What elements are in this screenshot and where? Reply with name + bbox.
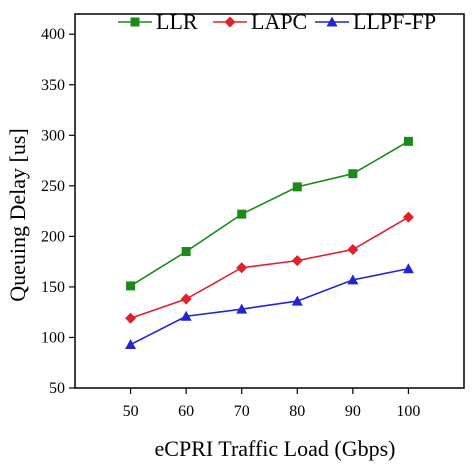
data-point-llpf-fp	[125, 339, 137, 350]
x-tick-label: 50	[123, 403, 139, 420]
legend-label-lapc: LAPC	[251, 9, 307, 34]
legend-label-llpf-fp: LLPF-FP	[353, 9, 436, 34]
y-tick-label: 200	[41, 228, 65, 245]
y-tick-label: 400	[41, 26, 65, 43]
data-point-llpf-fp	[347, 274, 359, 285]
legend-label-llr: LLR	[156, 9, 198, 34]
legend-marker-llpf-fp	[326, 16, 338, 27]
data-point-llr	[403, 136, 413, 146]
data-point-lapc	[236, 262, 248, 274]
y-tick-label: 100	[41, 329, 65, 346]
data-point-llpf-fp	[236, 303, 248, 314]
data-point-llpf-fp	[180, 310, 192, 321]
legend-marker-llr	[130, 17, 140, 27]
series-line-llr	[130, 140, 409, 287]
y-tick-label: 300	[41, 127, 65, 144]
series-line-llpf-fp	[130, 267, 409, 346]
y-tick-label: 150	[41, 279, 65, 296]
x-tick-label: 90	[345, 403, 361, 420]
data-point-llr	[181, 247, 191, 257]
y-axis-title: Queuing Delay [us]	[5, 128, 30, 302]
series-line-lapc	[130, 216, 409, 320]
x-tick-label: 60	[178, 403, 194, 420]
data-point-lapc	[291, 255, 303, 267]
legend-marker-lapc	[224, 16, 236, 28]
plot-frame	[74, 13, 465, 389]
data-point-lapc	[125, 312, 137, 324]
data-point-llr	[348, 169, 358, 179]
data-point-llr	[237, 209, 247, 219]
data-point-lapc	[347, 244, 359, 256]
x-tick-label: 80	[289, 403, 305, 420]
x-tick-label: 70	[234, 403, 250, 420]
y-tick-label: 350	[41, 77, 65, 94]
y-tick-label: 250	[41, 178, 65, 195]
data-point-llpf-fp	[402, 263, 414, 274]
data-point-llpf-fp	[291, 295, 303, 306]
data-point-llr	[126, 281, 136, 291]
x-tick-label: 100	[396, 403, 420, 420]
data-point-lapc	[180, 293, 192, 305]
x-axis-title: eCPRI Traffic Load (Gbps)	[155, 436, 396, 461]
data-point-llr	[292, 182, 302, 192]
data-point-lapc	[402, 211, 414, 223]
y-tick-label: 50	[49, 380, 65, 397]
